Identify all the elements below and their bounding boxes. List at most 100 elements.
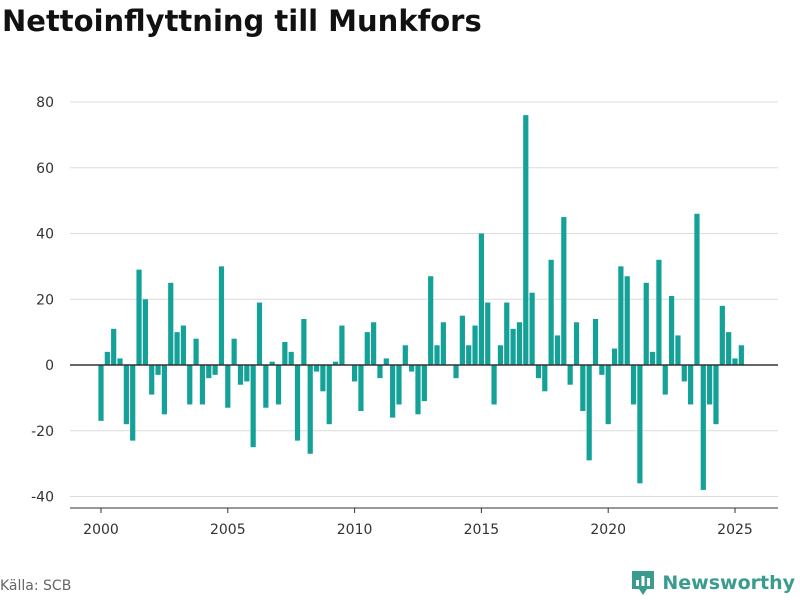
bar — [225, 365, 231, 408]
bar — [713, 365, 719, 425]
bar — [409, 365, 415, 372]
bar — [649, 351, 656, 365]
bar — [681, 365, 687, 382]
bar — [193, 338, 199, 365]
brand-logo[interactable]: Newsworthy — [630, 569, 795, 597]
bar — [155, 365, 161, 375]
bar — [535, 365, 542, 379]
bar — [142, 299, 148, 365]
bar — [390, 365, 396, 418]
bar — [212, 365, 218, 375]
bar — [516, 322, 523, 365]
bar — [630, 365, 637, 405]
bar — [669, 295, 675, 365]
bar — [624, 276, 630, 365]
bar — [428, 276, 434, 365]
bar — [282, 341, 288, 365]
y-tick-label: 0 — [45, 358, 54, 374]
y-tick-label: 20 — [36, 292, 54, 308]
x-tick-label: 2020 — [590, 522, 626, 538]
newsworthy-logo-icon — [632, 571, 655, 595]
bar — [199, 365, 206, 405]
bar — [149, 365, 155, 395]
bar — [472, 325, 478, 365]
y-tick-label: 40 — [36, 227, 54, 243]
bar — [611, 348, 618, 365]
bar — [206, 365, 212, 379]
bar — [434, 345, 440, 365]
source-note: Källa: SCB — [0, 578, 72, 594]
bar — [688, 365, 694, 405]
bar — [643, 282, 649, 365]
bar — [700, 365, 706, 490]
bar — [364, 332, 370, 365]
bar — [130, 365, 136, 441]
bar — [117, 358, 123, 365]
bar — [732, 358, 738, 365]
x-tick-label: 2000 — [83, 522, 119, 538]
bar — [256, 302, 263, 365]
bar — [402, 345, 408, 365]
bar — [263, 365, 269, 408]
bar — [605, 365, 611, 425]
x-tick-label: 2005 — [210, 522, 246, 538]
bar — [320, 365, 326, 392]
bars — [98, 115, 744, 490]
bar — [383, 358, 389, 365]
bar — [573, 322, 580, 365]
bar — [586, 365, 592, 461]
bar — [599, 365, 605, 375]
bar — [421, 365, 427, 402]
bar — [561, 217, 567, 365]
bar — [491, 365, 497, 405]
bar — [656, 259, 662, 365]
bar — [726, 332, 732, 365]
y-tick-label: -20 — [31, 424, 54, 440]
bar — [510, 328, 516, 365]
bar — [485, 302, 491, 365]
x-tick-label: 2025 — [717, 522, 753, 538]
bar — [396, 365, 402, 405]
x-tick-label: 2015 — [464, 522, 500, 538]
bar — [497, 345, 504, 365]
bar — [567, 365, 573, 385]
bar — [618, 266, 624, 365]
bar — [307, 365, 313, 454]
bar — [313, 365, 320, 372]
bar — [358, 365, 364, 412]
bar — [250, 365, 256, 448]
bar — [218, 266, 225, 365]
bar — [453, 365, 459, 379]
bar — [440, 322, 446, 365]
bar — [231, 338, 237, 365]
bar — [377, 365, 383, 379]
bar — [542, 365, 548, 392]
bar — [111, 328, 117, 365]
bar — [104, 351, 110, 365]
bar — [332, 361, 339, 365]
bar — [98, 365, 104, 421]
bar — [288, 351, 294, 365]
x-tick-label: 2010 — [337, 522, 373, 538]
bar — [161, 365, 167, 415]
bar — [237, 365, 244, 385]
bar — [707, 365, 713, 405]
bar — [168, 282, 174, 365]
bar — [294, 365, 301, 441]
bar — [504, 302, 510, 365]
bar — [339, 325, 345, 365]
bar — [478, 233, 484, 365]
y-axis-ticks: 80 60 40 20 0 -20 -40 — [31, 95, 54, 506]
bar — [275, 365, 282, 405]
bar — [529, 292, 535, 365]
bar — [301, 318, 307, 365]
bar — [136, 269, 142, 365]
bar — [352, 365, 358, 382]
bar — [466, 345, 472, 365]
bar — [675, 335, 681, 365]
bar — [554, 335, 561, 365]
bar — [326, 365, 332, 425]
bar — [180, 325, 187, 365]
brand-name: Newsworthy — [662, 572, 795, 594]
bar — [637, 365, 643, 484]
